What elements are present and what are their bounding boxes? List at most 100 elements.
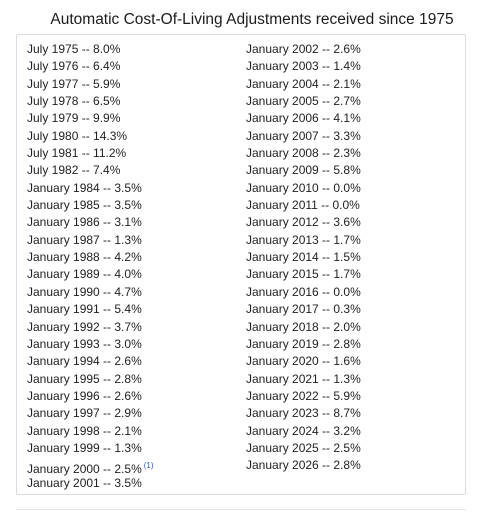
cola-list-item: January 2004 -- 2.1% [246, 76, 361, 93]
cola-list-item: January 2025 -- 2.5% [246, 440, 361, 457]
cola-list-item-text: January 1990 -- 4.7% [27, 284, 142, 299]
cola-list-left-column: July 1975 -- 8.0% July 1976 -- 6.4% July 1… [27, 41, 154, 492]
cola-list-item: July 1982 -- 7.4% [27, 162, 154, 179]
cola-list-item: July 1976 -- 6.4% [27, 58, 154, 75]
cola-list-item: January 1984 -- 3.5% [27, 180, 154, 197]
cola-list-item: January 1989 -- 4.0% [27, 266, 154, 283]
cola-list-item: July 1975 -- 8.0% [27, 41, 154, 58]
cola-list-item: January 2000 -- 2.5% (1) [27, 457, 154, 477]
cola-list-item-text: January 1995 -- 2.8% [27, 371, 142, 386]
cola-list-item: July 1979 -- 9.9% [27, 110, 154, 127]
cola-list-item: January 1990 -- 4.7% [27, 284, 154, 301]
cola-list-item-text: January 1984 -- 3.5% [27, 180, 142, 195]
cola-list-item-text: January 2014 -- 1.5% [246, 250, 361, 265]
cola-list-item-text: January 2019 -- 2.8% [246, 336, 361, 351]
cola-list-item-text: January 2000 -- 2.5% [27, 462, 142, 477]
cola-list-item-text: January 2024 -- 3.2% [246, 423, 361, 438]
cola-list-item: July 1981 -- 11.2% [27, 145, 154, 162]
cola-list-item: January 2006 -- 4.1% [246, 110, 361, 127]
cola-list-item-text: January 2012 -- 3.6% [246, 215, 361, 230]
cola-list-item: January 2015 -- 1.7% [246, 266, 361, 283]
cola-list-item: January 2021 -- 1.3% [246, 371, 361, 388]
cola-list-item-text: January 2021 -- 1.3% [246, 371, 361, 386]
cola-list-item-text: January 1999 -- 1.3% [27, 440, 142, 455]
cola-list-item-text: January 2006 -- 4.1% [246, 111, 361, 126]
cola-list-item: January 1988 -- 4.2% [27, 249, 154, 266]
cola-list-item: January 1993 -- 3.0% [27, 336, 154, 353]
cola-list-item-text: January 2003 -- 1.4% [246, 59, 361, 74]
cola-list-item-text: January 2007 -- 3.3% [246, 128, 361, 143]
cola-list-item: January 2024 -- 3.2% [246, 423, 361, 440]
cola-list-item: January 2019 -- 2.8% [246, 336, 361, 353]
cola-list-item-text: January 1986 -- 3.1% [27, 215, 142, 230]
cola-list-item: January 2023 -- 8.7% [246, 405, 361, 422]
cola-list-item-text: January 1992 -- 3.7% [27, 319, 142, 334]
cola-list-item-text: January 2015 -- 1.7% [246, 267, 361, 282]
cola-list-item: January 2014 -- 1.5% [246, 249, 361, 266]
cola-list-item-text: January 1996 -- 2.6% [27, 388, 142, 403]
cola-list-item-text: January 2009 -- 5.8% [246, 163, 361, 178]
cola-list-item-text: July 1977 -- 5.9% [27, 76, 121, 91]
cola-list-item: January 1987 -- 1.3% [27, 232, 154, 249]
cola-list-item-text: January 2022 -- 5.9% [246, 388, 361, 403]
cola-list-item: January 1991 -- 5.4% [27, 301, 154, 318]
cola-list-item: January 2009 -- 5.8% [246, 162, 361, 179]
cola-list-item: January 2020 -- 1.6% [246, 353, 361, 370]
divider [16, 509, 466, 510]
cola-list-item-text: January 1993 -- 3.0% [27, 336, 142, 351]
cola-list-item-text: July 1978 -- 6.5% [27, 94, 121, 109]
cola-list-item: January 1997 -- 2.9% [27, 405, 154, 422]
cola-list-item: January 1996 -- 2.6% [27, 388, 154, 405]
cola-list-item: January 1992 -- 3.7% [27, 319, 154, 336]
footnote-link[interactable]: (1) [143, 461, 154, 471]
cola-list-item: January 2022 -- 5.9% [246, 388, 361, 405]
cola-list-item-text: July 1980 -- 14.3% [27, 128, 128, 143]
cola-list-item: January 2001 -- 3.5% [27, 475, 154, 492]
cola-list-item: January 2018 -- 2.0% [246, 319, 361, 336]
cola-list-item-text: January 1997 -- 2.9% [27, 406, 142, 421]
cola-list-item-text: January 2016 -- 0.0% [246, 284, 361, 299]
cola-list-item: January 1985 -- 3.5% [27, 197, 154, 214]
cola-list-item: January 2002 -- 2.6% [246, 41, 361, 58]
cola-list-item-text: January 2018 -- 2.0% [246, 319, 361, 334]
cola-list-item: January 2026 -- 2.8% [246, 457, 361, 474]
cola-list-item-text: January 2020 -- 1.6% [246, 354, 361, 369]
page-title: Automatic Cost-Of-Living Adjustments rec… [50, 11, 454, 28]
cola-list-panel: July 1975 -- 8.0% July 1976 -- 6.4% July 1… [16, 34, 466, 495]
cola-list-item: January 2016 -- 0.0% [246, 284, 361, 301]
cola-list-item-text: January 2005 -- 2.7% [246, 94, 361, 109]
cola-list-item: July 1980 -- 14.3% [27, 128, 154, 145]
cola-list-item: January 2013 -- 1.7% [246, 232, 361, 249]
cola-list-item-text: January 1991 -- 5.4% [27, 302, 142, 317]
cola-list-item: January 2008 -- 2.3% [246, 145, 361, 162]
cola-list-item: January 1986 -- 3.1% [27, 214, 154, 231]
cola-list-item-text: January 2013 -- 1.7% [246, 232, 361, 247]
cola-list-item: January 2005 -- 2.7% [246, 93, 361, 110]
cola-list-item-text: January 2011 -- 0.0% [246, 198, 360, 213]
cola-list-item-text: July 1976 -- 6.4% [27, 59, 121, 74]
cola-list-item-text: January 2001 -- 3.5% [27, 475, 142, 490]
cola-list-item-text: January 1994 -- 2.6% [27, 354, 142, 369]
cola-list-item: January 1994 -- 2.6% [27, 353, 154, 370]
cola-list-item-text: January 1987 -- 1.3% [27, 232, 142, 247]
cola-list-item: January 2003 -- 1.4% [246, 58, 361, 75]
cola-list-item: January 2010 -- 0.0% [246, 180, 361, 197]
cola-list-item-text: January 1988 -- 4.2% [27, 250, 142, 265]
cola-list-item-text: January 2026 -- 2.8% [246, 458, 361, 473]
cola-list-item: July 1977 -- 5.9% [27, 76, 154, 93]
cola-list-item-text: January 1985 -- 3.5% [27, 198, 142, 213]
cola-list-item: January 1999 -- 1.3% [27, 440, 154, 457]
cola-list-item-text: January 2025 -- 2.5% [246, 440, 361, 455]
cola-list-item-text: July 1981 -- 11.2% [27, 146, 127, 161]
cola-list-item-text: January 2008 -- 2.3% [246, 146, 361, 161]
cola-list-item-text: January 2023 -- 8.7% [246, 406, 361, 421]
cola-list-item-text: January 1998 -- 2.1% [27, 423, 142, 438]
cola-list-item-text: January 2017 -- 0.3% [246, 302, 361, 317]
cola-list-item-text: January 2010 -- 0.0% [246, 180, 361, 195]
cola-list-item-text: January 2004 -- 2.1% [246, 76, 361, 91]
cola-list-item: January 2017 -- 0.3% [246, 301, 361, 318]
cola-list-right-column: January 2002 -- 2.6% January 2003 -- 1.4%… [246, 41, 361, 475]
cola-list-item-text: July 1975 -- 8.0% [27, 42, 121, 56]
cola-list-item-text: January 1989 -- 4.0% [27, 267, 142, 282]
cola-list-item: January 1998 -- 2.1% [27, 423, 154, 440]
